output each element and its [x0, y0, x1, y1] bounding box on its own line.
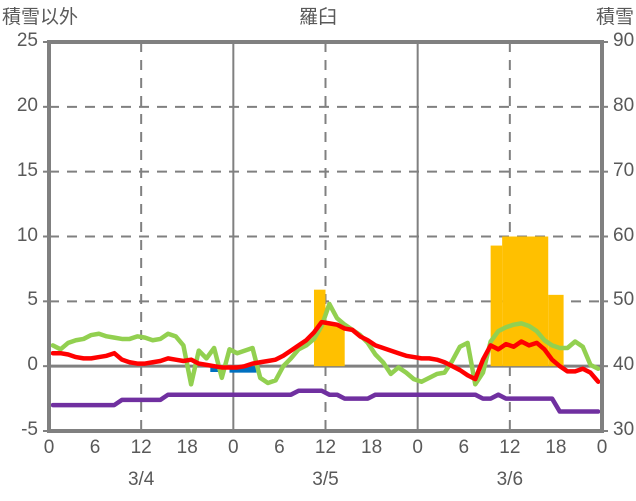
x-axis-tick: 0	[596, 437, 608, 458]
y-axis-tick-right: 30	[613, 419, 635, 440]
x-axis-tick: 6	[274, 437, 285, 458]
y-axis-tick-left: 0	[27, 354, 38, 376]
blue-bars-bar	[229, 366, 257, 373]
y-axis-tick-left: 10	[16, 224, 38, 246]
y-axis-tick-right: 80	[613, 94, 635, 116]
purple-line	[50, 388, 601, 414]
y-axis-tick-left: 15	[16, 159, 38, 181]
x-axis-tick: 0	[43, 437, 55, 458]
x-axis-tick: 6	[458, 437, 470, 458]
y-axis-tick-left: -5	[21, 419, 38, 440]
y-axis-tick-left: 5	[27, 289, 38, 311]
green-line	[50, 301, 601, 387]
blue-bars-bar	[210, 366, 222, 373]
x-axis-day-label: 3/5	[312, 469, 339, 490]
left-axis-unit-label: 積雪以外	[2, 7, 79, 28]
x-axis-tick: 0	[228, 437, 239, 458]
y-axis-tick-right: 70	[613, 159, 635, 181]
orange-bars-bar	[490, 245, 503, 367]
y-axis-tick-left: 20	[16, 94, 38, 116]
x-axis-tick: 18	[176, 437, 198, 458]
y-axis-tick-right: 40	[613, 354, 635, 376]
x-axis-tick: 18	[361, 437, 383, 458]
orange-bars-bar	[325, 323, 345, 367]
y-axis-tick-left: 25	[16, 30, 38, 51]
y-axis-tick-right: 50	[613, 289, 635, 311]
y-axis-tick-right: 60	[613, 224, 635, 246]
x-axis-tick: 12	[499, 437, 521, 458]
chart-title: 羅臼	[298, 7, 337, 28]
x-axis-tick: 6	[89, 437, 101, 458]
x-axis-day-label: 3/6	[496, 469, 524, 490]
x-axis-tick: 0	[412, 437, 423, 458]
x-axis-tick: 12	[130, 437, 152, 458]
x-axis-day-label: 3/4	[127, 469, 155, 490]
right-axis-unit-label: 積雪	[595, 7, 634, 28]
y-axis-tick-right: 90	[613, 30, 635, 51]
red-line	[50, 319, 601, 384]
x-axis-tick: 12	[314, 437, 337, 458]
x-axis-tick: 18	[545, 437, 567, 458]
